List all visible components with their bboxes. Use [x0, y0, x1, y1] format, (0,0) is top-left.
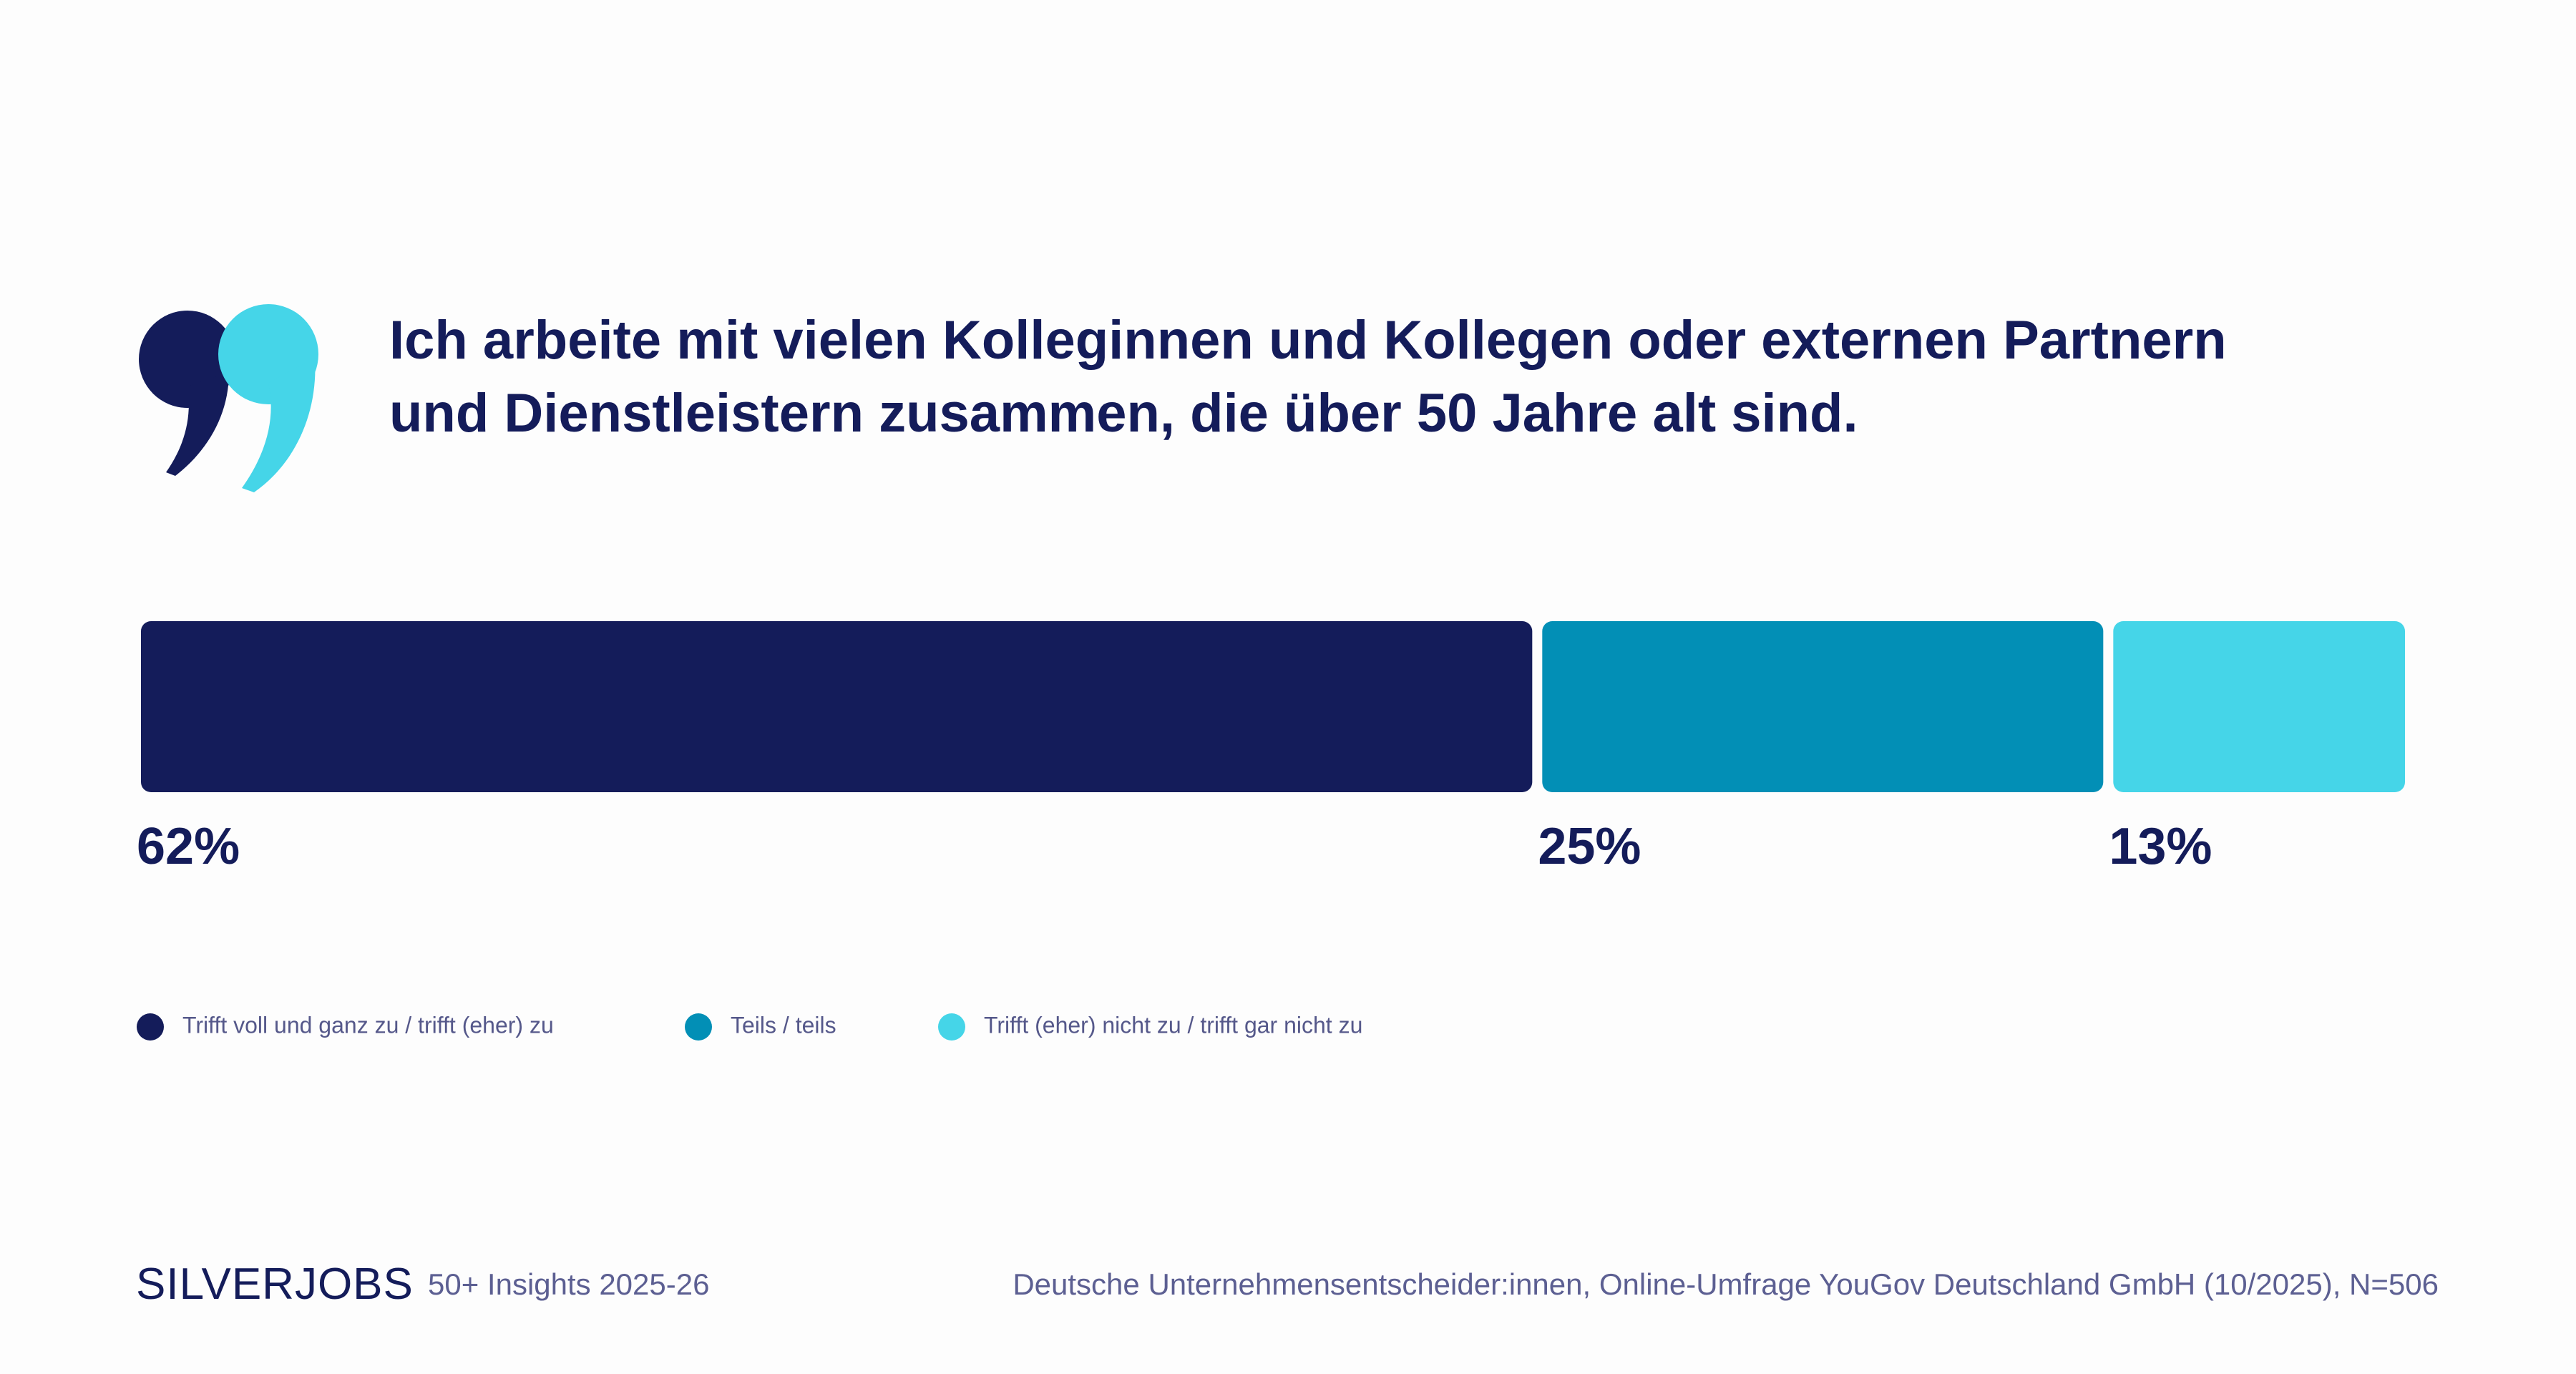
value-label: 62% [137, 818, 240, 875]
bar-segment [2113, 621, 2405, 792]
legend-marker [685, 1013, 712, 1041]
legend-label: Teils / teils [731, 1012, 836, 1038]
legend-label: Trifft voll und ganz zu / trifft (eher) … [182, 1012, 554, 1038]
legend-label: Trifft (eher) nicht zu / trifft gar nich… [984, 1012, 1362, 1038]
legend-marker [137, 1013, 164, 1041]
bar-segment [1542, 621, 2104, 792]
value-label: 13% [2109, 818, 2212, 875]
chart-title: Ich arbeite mit vielen Kolleginnen und K… [389, 310, 2227, 444]
brand: SILVERJOBS [136, 1260, 414, 1309]
edition: 50+ Insights 2025-26 [428, 1267, 710, 1301]
legend-marker [938, 1013, 965, 1041]
value-label: 25% [1538, 818, 1641, 875]
source: Deutsche Unternehmensentscheider:innen, … [1013, 1267, 2439, 1301]
bar-segment [141, 621, 1533, 792]
quote-icon [139, 304, 318, 492]
